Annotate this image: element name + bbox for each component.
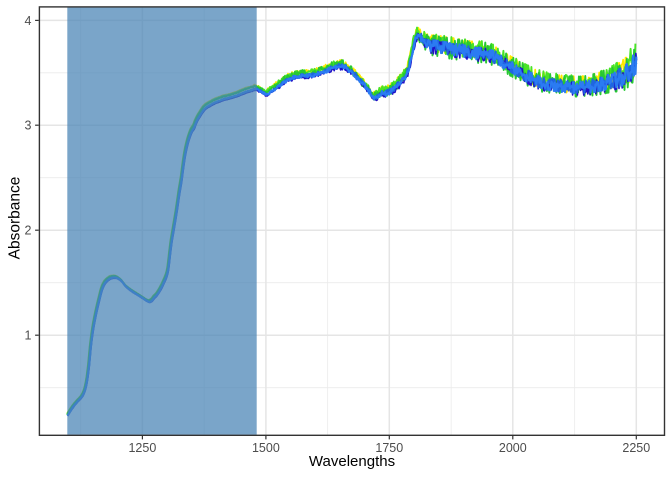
svg-text:4: 4 — [25, 14, 32, 28]
svg-text:1: 1 — [25, 329, 32, 343]
svg-text:2: 2 — [25, 224, 32, 238]
svg-text:Absorbance: Absorbance — [7, 177, 24, 260]
svg-text:2250: 2250 — [622, 441, 650, 455]
svg-text:1750: 1750 — [375, 441, 403, 455]
svg-text:1250: 1250 — [128, 441, 156, 455]
svg-text:Wavelengths: Wavelengths — [309, 453, 395, 470]
svg-text:2000: 2000 — [499, 441, 527, 455]
svg-text:3: 3 — [25, 119, 32, 133]
svg-text:1500: 1500 — [252, 441, 280, 455]
